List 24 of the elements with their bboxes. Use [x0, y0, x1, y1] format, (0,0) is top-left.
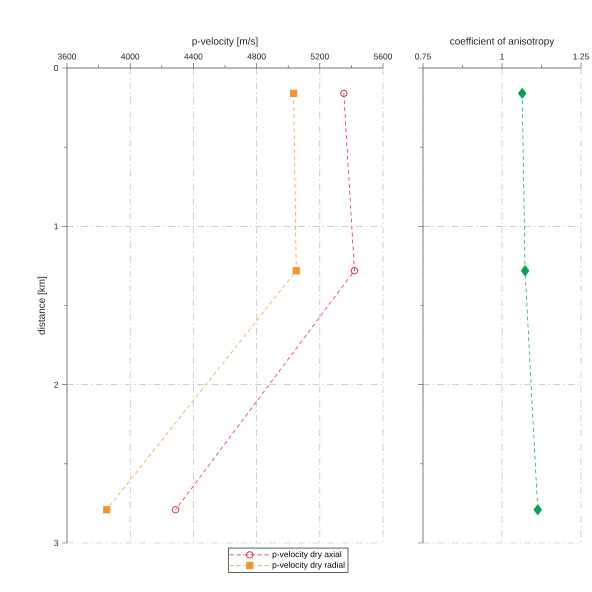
x-axis-title: coefficient of anisotropy	[450, 37, 554, 47]
point	[290, 90, 298, 97]
point	[103, 506, 110, 514]
point	[350, 267, 358, 274]
y-tick-label: 3	[54, 540, 58, 546]
x-tick-label: 1	[500, 54, 504, 60]
y-axis-title: distance [km]	[38, 276, 47, 334]
legend-label: p-velocity dry radial	[272, 562, 344, 570]
y-tick-label: 1	[54, 223, 58, 230]
legend-label: p-velocity dry axial	[272, 551, 342, 559]
x-tick-label: 4000	[120, 53, 140, 60]
x-tick-label: 0.75	[415, 53, 431, 60]
y-tick-label: 0	[54, 65, 58, 71]
x-tick-label: 3600	[58, 53, 76, 60]
point	[292, 267, 300, 274]
x-tick-label: 5600	[374, 53, 392, 60]
x-tick-label: 4400	[184, 53, 202, 60]
point	[172, 506, 180, 514]
y-tick-label: 2	[54, 382, 58, 388]
x-axis-title: p-velocity [m/s]	[192, 37, 258, 47]
point	[340, 90, 348, 97]
x-tick-label: 1.25	[573, 53, 589, 60]
x-tick-label: 5200	[310, 53, 329, 60]
x-tick-label: 4800	[247, 53, 266, 60]
